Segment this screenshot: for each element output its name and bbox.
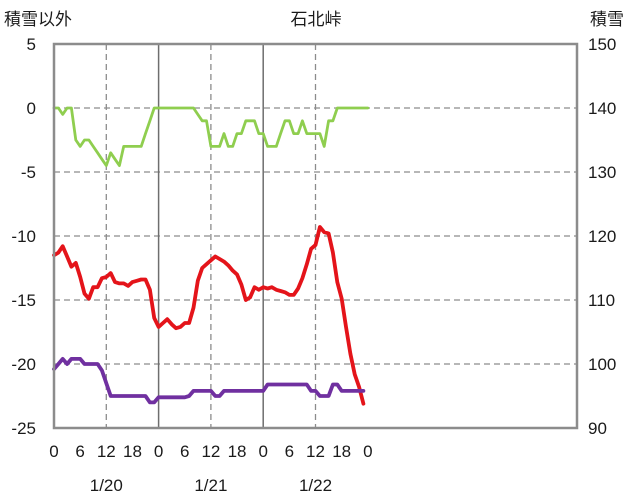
date-label: 1/20 [90,476,123,495]
right-tick-label: 90 [588,419,607,438]
series-layer [52,106,370,406]
right-tick-label: 150 [588,35,616,54]
x-tick-label: 0 [49,442,58,461]
chart-title: 石北峠 [291,10,342,29]
left-tick-label: -5 [21,163,36,182]
series-line-3 [52,356,366,405]
x-tick-label: 18 [123,442,142,461]
right-tick-label: 110 [588,291,615,310]
left-tick-label: -10 [11,227,36,246]
right-tick-label: 120 [588,227,616,246]
left-tick-label: 5 [27,35,36,54]
x-tick-label: 6 [285,442,294,461]
left-axis-label: 積雪以外 [4,10,72,29]
x-tick-label: 12 [201,442,220,461]
left-tick-label: 0 [27,99,36,118]
x-tick-label: 0 [258,442,267,461]
left-tick-label: -25 [11,419,36,438]
left-tick-label: -15 [11,291,36,310]
left-tick-label: -20 [11,355,36,374]
series-line-1 [52,106,370,168]
right-tick-label: 130 [588,163,616,182]
x-tick-label: 18 [332,442,351,461]
x-tick-label: 18 [228,442,247,461]
x-tick-label: 6 [180,442,189,461]
x-tick-label: 0 [363,442,372,461]
right-tick-label: 100 [588,355,616,374]
grid [54,44,577,428]
right-axis-label: 積雪 [590,10,624,29]
x-tick-label: 6 [75,442,84,461]
x-tick-label: 12 [97,442,116,461]
date-label: 1/22 [299,476,332,495]
right-tick-label: 140 [588,99,616,118]
date-label: 1/21 [194,476,227,495]
x-tick-label: 0 [154,442,163,461]
series-line-2 [52,225,366,406]
plot-frame [52,42,579,430]
x-tick-label: 12 [306,442,325,461]
